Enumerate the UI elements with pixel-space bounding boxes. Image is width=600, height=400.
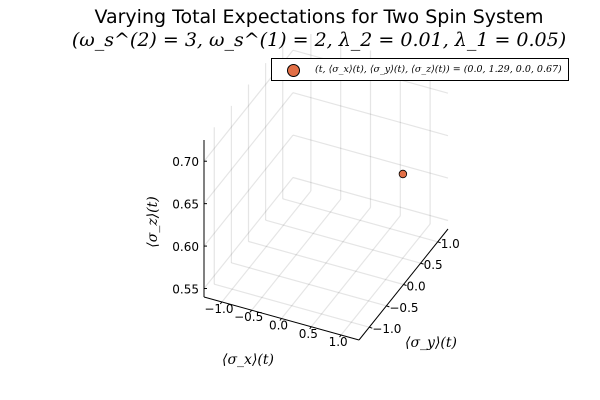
y-tick-label: 0.5 — [424, 258, 443, 272]
y-tick-mark — [420, 262, 424, 265]
x-tick-mark — [219, 301, 223, 305]
z-tick-label: 0.55 — [172, 283, 199, 297]
x-tick-label: −0.5 — [234, 310, 263, 324]
grid-line-y — [248, 240, 404, 286]
grid-line-y — [214, 283, 370, 328]
y-tick-label: −1.0 — [372, 322, 401, 336]
x-tick-label: −1.0 — [204, 302, 233, 316]
x-tick-mark — [249, 309, 253, 313]
y-tick-label: −0.5 — [389, 301, 418, 315]
data-point — [398, 169, 408, 179]
grid-line-y — [231, 262, 387, 307]
grid-line-x — [281, 207, 371, 319]
y-tick-label: 1.0 — [441, 237, 460, 251]
chart-title: Varying Total Expectations for Two Spin … — [94, 6, 544, 28]
chart-subtitle: (ω_s^(2) = 3, ω_s^(1) = 2, λ_2 = 0.01, λ… — [71, 29, 567, 51]
y-tick-mark — [386, 305, 390, 308]
legend-label: (t, ⟨σ_x⟩(t), ⟨σ_y⟩(t), ⟨σ_z⟩(t)) = (0.0… — [315, 64, 562, 75]
grid-line-z — [203, 177, 294, 289]
z-axis-label: ⟨σ_z⟩(t) — [145, 196, 161, 247]
axis-labels: ⟨σ_x⟩(t) ⟨σ_y⟩(t) ⟨σ_z⟩(t) — [145, 196, 457, 368]
grid-line-z — [292, 134, 449, 179]
x-tick-label: 0.5 — [299, 327, 318, 341]
legend-marker — [287, 64, 300, 77]
data-points — [398, 169, 408, 179]
y-tick-mark — [369, 326, 373, 329]
grid-line-x — [221, 190, 312, 303]
grid-line-x — [310, 215, 401, 328]
legend: (t, ⟨σ_x⟩(t), ⟨σ_y⟩(t), ⟨σ_z⟩(t)) = (0.0… — [271, 58, 569, 81]
x-tick-label: 1.0 — [329, 335, 348, 349]
x-tick-mark — [339, 334, 342, 338]
x-tick-label: 0.0 — [269, 319, 288, 333]
x-tick-mark — [309, 326, 312, 330]
y-tick-label: 0.0 — [407, 280, 426, 294]
tick-labels: −1.0−0.50.00.51.0−1.0−0.50.00.51.00.550.… — [172, 155, 460, 349]
y-tick-mark — [437, 241, 441, 244]
grid-line-y — [282, 198, 438, 243]
grid-line-z — [203, 92, 294, 205]
x-tick-mark — [279, 318, 282, 321]
grid-line-z — [203, 134, 294, 247]
grid-line-z — [292, 92, 449, 137]
grid-line-x — [251, 198, 342, 311]
x-axis-label: ⟨σ_x⟩(t) — [222, 352, 274, 368]
grid-line-y — [265, 219, 421, 264]
y-axis-label: ⟨σ_y⟩(t) — [405, 335, 457, 351]
z-tick-label: 0.65 — [172, 198, 199, 212]
y-tick-mark — [403, 284, 407, 286]
grid-line-x — [340, 223, 431, 336]
z-tick-label: 0.60 — [172, 240, 199, 254]
grid-line-z — [292, 176, 449, 222]
z-tick-label: 0.70 — [172, 155, 199, 169]
axis-lines — [203, 140, 449, 341]
